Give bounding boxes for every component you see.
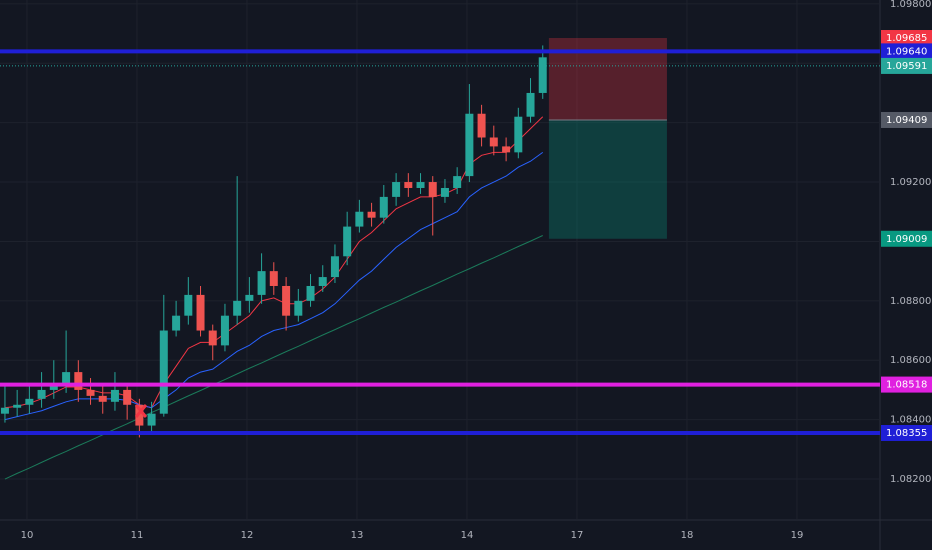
candle-body (196, 294, 205, 331)
x-tick-label: 17 (571, 530, 584, 541)
axis: 1.098001.096001.094001.092001.090001.088… (21, 0, 932, 541)
candle-body (343, 226, 352, 257)
y-tick-label: 1.09200 (890, 177, 931, 188)
price-tag (881, 111, 932, 128)
candle-body (416, 182, 425, 188)
candle-body (110, 389, 119, 402)
x-tick-label: 14 (461, 530, 474, 541)
candle-body (184, 294, 193, 316)
price-tag-label: 1.09591 (886, 61, 927, 72)
candle-body (355, 211, 364, 227)
x-tick-label: 13 (351, 530, 364, 541)
candle-body (257, 271, 266, 295)
x-tick-label: 10 (21, 530, 34, 541)
price-tag-label: 1.09009 (886, 234, 927, 245)
moving-average (4, 116, 544, 409)
candle-body (477, 113, 486, 138)
candle-body (172, 315, 181, 331)
plot (0, 0, 880, 520)
candle-body (25, 398, 34, 405)
price-tag (881, 376, 932, 393)
candle-body (318, 277, 327, 286)
candle-body (379, 196, 388, 218)
candle-body (269, 271, 278, 286)
price-tag-label: 1.09685 (886, 33, 927, 44)
y-tick-label: 1.08800 (890, 296, 931, 307)
candle-body (0, 407, 9, 414)
y-tick-label: 1.08200 (890, 474, 931, 485)
candle-body (159, 330, 168, 414)
candle-body (453, 176, 462, 188)
price-tag-label: 1.08355 (886, 428, 927, 439)
candle-body (123, 389, 132, 405)
x-tick-label: 19 (791, 530, 804, 541)
candle-body (330, 256, 339, 278)
price-tag-label: 1.08518 (886, 380, 927, 391)
candle-body (367, 211, 376, 218)
price-tag-label: 1.09409 (886, 115, 927, 126)
candle-body (98, 395, 107, 402)
candle-body (440, 187, 449, 197)
candle-body (49, 383, 58, 390)
y-tick-label: 1.08600 (890, 355, 931, 366)
candle-body (514, 116, 523, 153)
candle-body (245, 294, 254, 301)
x-tick-label: 12 (241, 530, 254, 541)
candle-body (220, 315, 229, 346)
candle-body (489, 137, 498, 147)
y-tick-label: 1.09800 (890, 0, 931, 10)
y-tick-label: 1.08400 (890, 415, 931, 426)
price-tag (881, 424, 932, 441)
cross-stroke (134, 404, 148, 418)
candle-body (428, 182, 437, 197)
price-tag (881, 30, 932, 47)
candle-body (502, 146, 511, 153)
price-tag (881, 43, 932, 60)
moving-average (4, 151, 544, 421)
price-tag-label: 1.09640 (886, 46, 927, 57)
moving-average (4, 235, 543, 480)
candle-body (37, 389, 46, 399)
price-tag (881, 57, 932, 74)
reward-zone (548, 119, 667, 239)
candle-body (538, 57, 547, 93)
candle-body (62, 372, 71, 384)
trade-marker (134, 404, 148, 418)
candle-body (282, 285, 291, 316)
candle-body (392, 182, 401, 197)
candle-body (147, 413, 156, 426)
candle-body (404, 182, 413, 188)
candle-body (208, 330, 217, 346)
candle-body (13, 404, 22, 408)
x-tick-label: 11 (131, 530, 144, 541)
x-tick-label: 18 (681, 530, 694, 541)
candle-body (86, 389, 95, 396)
candle-body (526, 92, 535, 117)
candle-body (306, 285, 315, 301)
candle-body (74, 372, 83, 390)
candle-body (233, 300, 242, 316)
candle-body (294, 300, 303, 316)
price-tag (881, 230, 932, 247)
candle-body (465, 113, 474, 177)
